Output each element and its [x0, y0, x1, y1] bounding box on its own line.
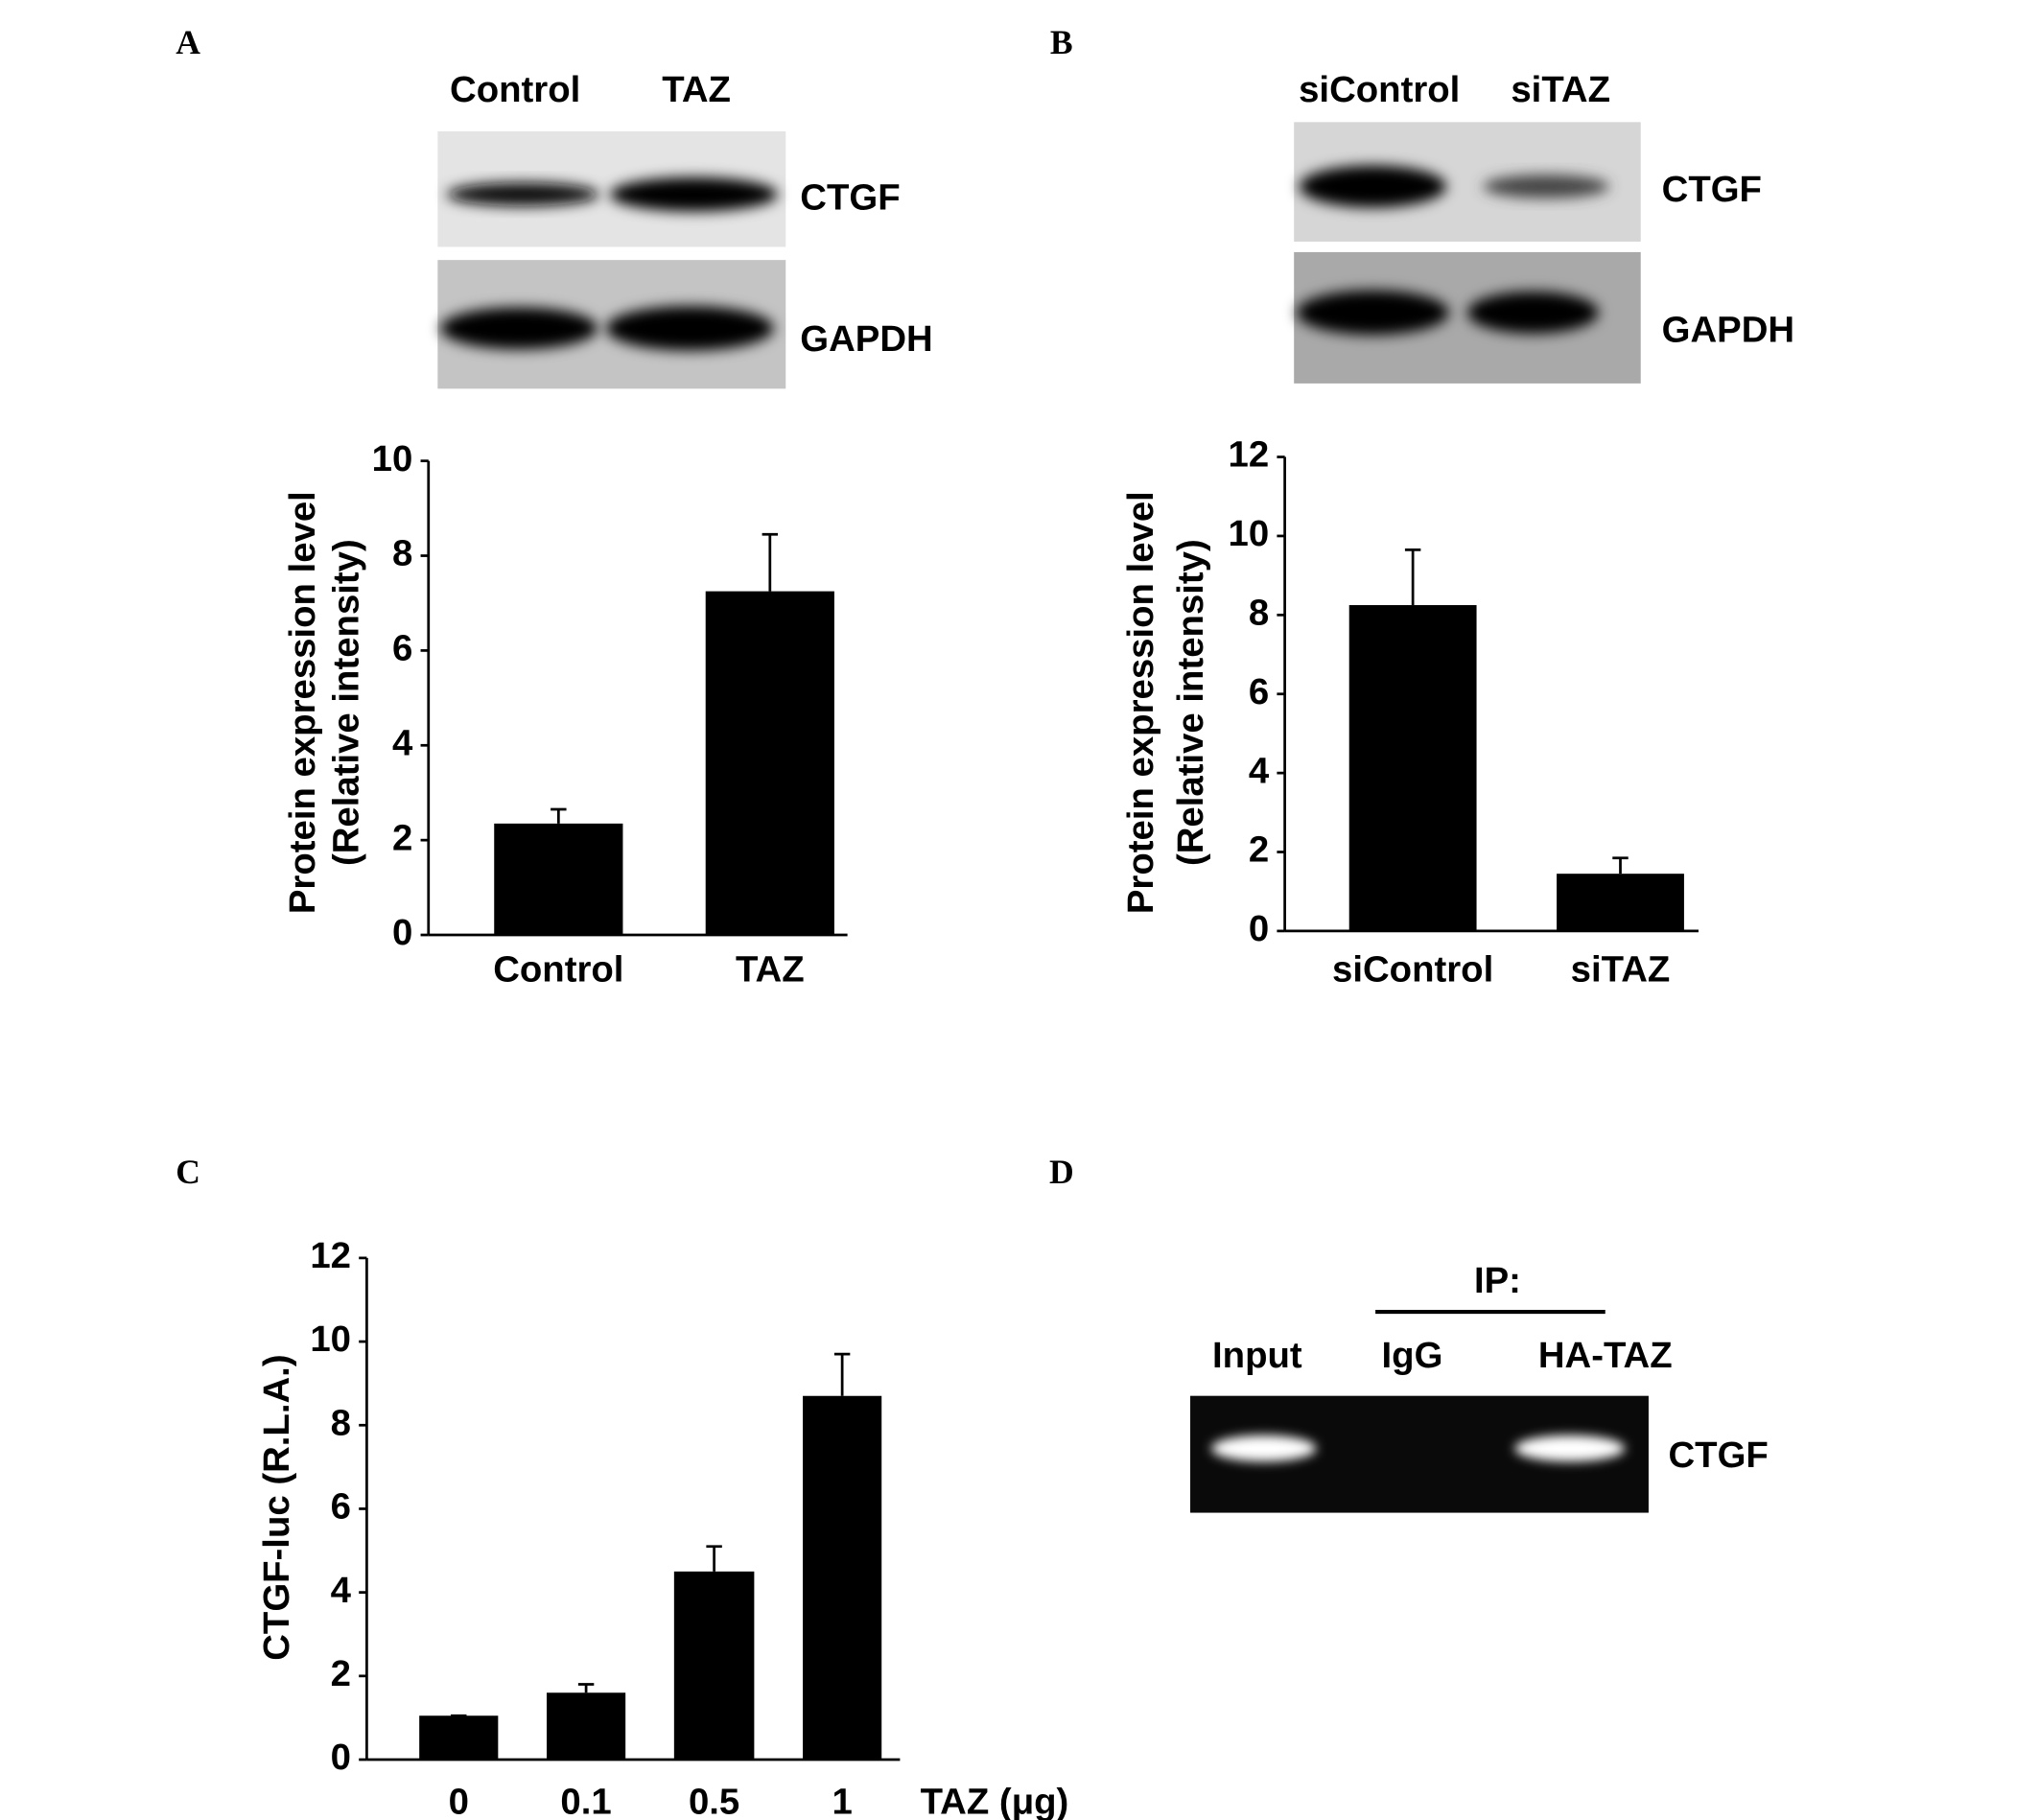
error-bar	[1612, 856, 1629, 875]
lane-label: HA-TAZ	[1538, 1335, 1673, 1376]
lane-label: siControl	[1299, 69, 1460, 110]
y-tick-label: 6	[1249, 671, 1269, 712]
y-tick-label: 4	[1249, 750, 1270, 791]
lane-label: siTAZ	[1511, 69, 1610, 110]
y-tick-label: 4	[331, 1570, 352, 1611]
y-tick-label: 10	[372, 438, 413, 479]
y-tick-label: 0	[1249, 908, 1269, 949]
y-tick-label: 12	[310, 1235, 351, 1276]
gel-d	[1190, 1395, 1649, 1513]
y-axis-label: CTGF-luc (R.L.A.)	[256, 1354, 297, 1660]
band-label: CTGF	[800, 176, 900, 218]
y-tick-label: 10	[310, 1318, 351, 1360]
bar	[705, 591, 834, 936]
ip-header: IP:	[1474, 1260, 1521, 1301]
y-axis-label: (Relative intensity)	[325, 539, 366, 866]
y-tick-label: 8	[331, 1402, 351, 1443]
error-bar	[577, 1683, 595, 1693]
panel-label: A	[176, 23, 200, 61]
x-tick-label: 1	[832, 1782, 852, 1820]
x-tick-label: siControl	[1332, 948, 1493, 990]
y-axis-label: (Relative intensity)	[1170, 539, 1211, 866]
error-bar	[1404, 548, 1421, 606]
lane-label: Control	[450, 69, 580, 110]
y-tick-label: 10	[1229, 513, 1270, 554]
lane-label: TAZ	[662, 69, 731, 110]
bar	[1348, 605, 1477, 931]
lane-label: Input	[1212, 1335, 1302, 1376]
y-tick-label: 2	[331, 1653, 351, 1694]
blot-a	[437, 130, 786, 389]
lane-label: IgG	[1382, 1335, 1443, 1376]
x-tick-label: Control	[493, 948, 623, 990]
panel-label: C	[176, 1153, 200, 1191]
error-bar	[833, 1352, 851, 1396]
bar	[673, 1571, 755, 1761]
x-tick-label: 0.5	[689, 1782, 739, 1820]
band-label: CTGF	[1662, 169, 1762, 210]
bar	[1557, 874, 1684, 931]
x-tick-label: siTAZ	[1571, 948, 1671, 990]
y-axis-label: Protein expression level	[282, 491, 323, 914]
error-bar	[551, 807, 567, 824]
y-tick-label: 2	[392, 817, 412, 858]
band-label: GAPDH	[1662, 310, 1794, 351]
y-tick-label: 8	[1249, 592, 1269, 633]
band-label: CTGF	[1668, 1435, 1768, 1476]
blot-b	[1294, 122, 1641, 384]
x-tick-label: 0	[449, 1782, 469, 1820]
x-tick-label: TAZ	[736, 948, 805, 990]
panel-label: D	[1049, 1153, 1074, 1191]
y-tick-label: 0	[331, 1737, 351, 1778]
bar	[547, 1692, 626, 1761]
y-axis-label: Protein expression level	[1120, 491, 1161, 914]
x-tick-label: 0.1	[560, 1782, 611, 1820]
error-bar	[706, 1545, 722, 1572]
bar	[803, 1395, 882, 1761]
x-axis-label: TAZ (μg)	[921, 1782, 1069, 1820]
band-label: GAPDH	[800, 318, 932, 360]
error-bar	[762, 532, 779, 592]
bar	[419, 1715, 499, 1761]
y-tick-label: 12	[1229, 434, 1270, 476]
y-tick-label: 0	[392, 912, 412, 953]
bar	[494, 823, 623, 936]
y-tick-label: 6	[392, 628, 412, 669]
y-tick-label: 8	[392, 533, 412, 574]
panel-label: B	[1050, 23, 1073, 61]
y-tick-label: 6	[331, 1486, 351, 1528]
y-tick-label: 4	[392, 722, 413, 763]
y-tick-label: 2	[1249, 829, 1269, 871]
